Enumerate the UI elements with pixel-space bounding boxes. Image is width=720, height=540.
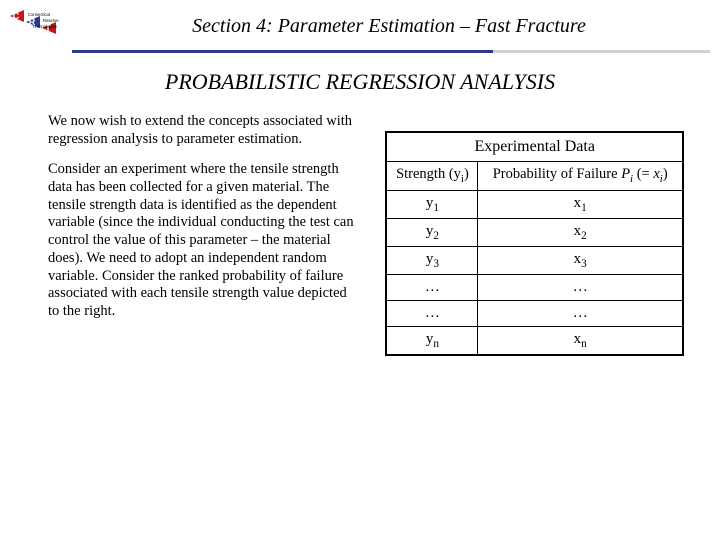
svg-text:Reserve: Reserve [43, 18, 59, 23]
section-title: Section 4: Parameter Estimation – Fast F… [80, 15, 708, 38]
paragraph-1: We now wish to extend the concepts assoc… [48, 113, 361, 148]
body-text: We now wish to extend the concepts assoc… [48, 113, 361, 356]
table-row: y1 x1 [386, 190, 683, 218]
col-header-probability: Probability of Failure Pi (= xi) [478, 162, 683, 191]
cell-probability: … [478, 274, 683, 300]
svg-text:C: C [13, 11, 20, 21]
cell-strength: y3 [386, 246, 477, 274]
cell-probability: x1 [478, 190, 683, 218]
cell-strength: y1 [386, 190, 477, 218]
table-row: y3 x3 [386, 246, 683, 274]
cell-strength: … [386, 300, 477, 326]
content-area: We now wish to extend the concepts assoc… [0, 113, 720, 356]
table-row: y2 x2 [386, 218, 683, 246]
paragraph-2: Consider an experiment where the tensile… [48, 161, 361, 320]
logo-icon: C R T Connecticut Reserve Technologies [8, 8, 62, 44]
page-title: PROBABILISTIC REGRESSION ANALYSIS [0, 69, 720, 95]
data-table: Experimental Data Strength (yi) Probabil… [385, 131, 684, 356]
svg-text:Connecticut: Connecticut [28, 12, 51, 17]
table-title: Experimental Data [386, 132, 683, 162]
cell-strength: y2 [386, 218, 477, 246]
svg-text:Technologies: Technologies [33, 24, 57, 29]
cell-probability: … [478, 300, 683, 326]
cell-probability: x2 [478, 218, 683, 246]
table-row: … … [386, 274, 683, 300]
table-container: Experimental Data Strength (yi) Probabil… [385, 113, 684, 356]
table-row: … … [386, 300, 683, 326]
table-row: yn xn [386, 326, 683, 355]
table-header-row: Strength (yi) Probability of Failure Pi … [386, 162, 683, 191]
col-header-strength: Strength (yi) [386, 162, 477, 191]
table-title-row: Experimental Data [386, 132, 683, 162]
header-divider [72, 50, 710, 53]
cell-probability: xn [478, 326, 683, 355]
header: C R T Connecticut Reserve Technologies S… [0, 0, 720, 44]
cell-strength: yn [386, 326, 477, 355]
cell-strength: … [386, 274, 477, 300]
cell-probability: x3 [478, 246, 683, 274]
